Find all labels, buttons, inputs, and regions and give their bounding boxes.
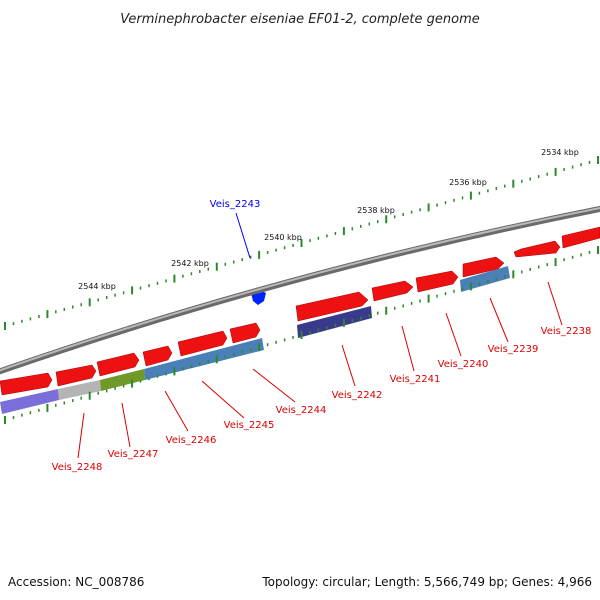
gene-label-veis-2239[interactable]: Veis_2239 — [488, 344, 539, 355]
gene-label-veis-2238[interactable]: Veis_2238 — [541, 326, 592, 337]
label-leader-veis-2248 — [77, 412, 85, 459]
label-leader-veis-2241 — [401, 325, 415, 372]
gene-label-veis-2248[interactable]: Veis_2248 — [52, 462, 103, 473]
gene-arrow-veis-2238b[interactable] — [561, 226, 600, 249]
gene-arrow-veis-2248[interactable] — [0, 372, 53, 396]
label-leader-veis-2242 — [341, 344, 356, 387]
label-leader-veis-2244 — [252, 368, 296, 403]
label-leader-veis-2243 — [235, 212, 251, 259]
scale-label-2542: 2542 kbp — [171, 259, 209, 268]
label-leader-veis-2246 — [164, 390, 189, 432]
scale-label-2536: 2536 kbp — [449, 178, 487, 187]
scale-label-2534: 2534 kbp — [541, 148, 579, 157]
scale-labels: 2534 kbp 2536 kbp 2538 kbp 2540 kbp 2542… — [78, 148, 579, 291]
gene-label-veis-2241[interactable]: Veis_2241 — [390, 374, 441, 385]
gene-arrow-veis-2242[interactable] — [295, 291, 369, 322]
label-leader-veis-2245 — [201, 380, 245, 419]
label-leader-veis-2239 — [489, 297, 509, 343]
gene-label-veis-2242[interactable]: Veis_2242 — [332, 390, 383, 401]
gene-arrow-veis-2245[interactable] — [177, 330, 228, 357]
genome-summary-text: Topology: circular; Length: 5,566,749 bp… — [261, 575, 592, 589]
gene-label-veis-2240[interactable]: Veis_2240 — [438, 359, 489, 370]
gene-label-veis-2246[interactable]: Veis_2246 — [166, 435, 217, 446]
scale-label-2544: 2544 kbp — [78, 282, 116, 291]
gene-arrow-veis-2238[interactable] — [513, 240, 561, 258]
scale-label-2540: 2540 kbp — [264, 233, 302, 242]
gene-arrow-veis-2239[interactable] — [462, 256, 505, 278]
protein-bar-veis-2247-grey[interactable] — [58, 380, 101, 400]
label-leader-veis-2247 — [121, 402, 131, 448]
gene-label-veis-2247[interactable]: Veis_2247 — [108, 449, 159, 460]
scale-label-2538: 2538 kbp — [357, 206, 395, 215]
gene-arrow-veis-2241[interactable] — [371, 280, 414, 302]
gene-label-veis-2245[interactable]: Veis_2245 — [224, 420, 275, 431]
gene-arrow-veis-2244[interactable] — [229, 322, 261, 344]
gene-labels: Veis_2238 Veis_2239 Veis_2240 Veis_2241 … — [52, 281, 592, 473]
protein-bar-veis-2239[interactable] — [460, 266, 510, 292]
label-leader-veis-2238 — [547, 281, 563, 326]
genome-title: Verminephrobacter eiseniae EF01-2, compl… — [120, 12, 479, 27]
scale-ticks — [4, 156, 599, 330]
gene-arrow-veis-2240[interactable] — [415, 270, 459, 293]
gene-arrow-veis-2246[interactable] — [96, 352, 140, 377]
inner-ticks — [4, 246, 599, 424]
protein-bar-veis-2242[interactable] — [297, 306, 372, 338]
protein-bar-veis-2247[interactable] — [100, 369, 145, 391]
label-leader-veis-2240 — [445, 312, 462, 357]
gene-label-veis-2243[interactable]: Veis_2243 — [210, 199, 261, 210]
gene-arrow-veis-2246b[interactable] — [142, 345, 173, 367]
gene-label-veis-2244[interactable]: Veis_2244 — [276, 405, 327, 416]
accession-text: Accession: NC_008786 — [8, 575, 144, 589]
gene-track — [0, 226, 600, 396]
gene-arrow-veis-2247[interactable] — [55, 364, 97, 387]
protein-bar-veis-2248[interactable] — [0, 389, 59, 414]
